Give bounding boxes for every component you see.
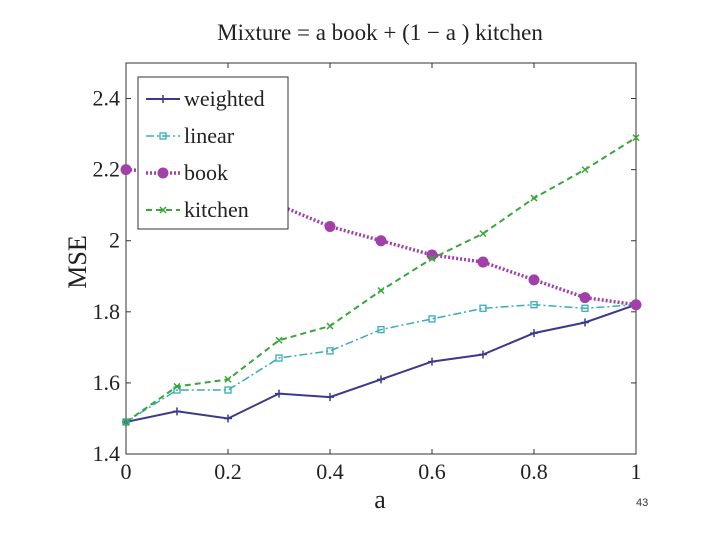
data-point-weighted [428, 357, 436, 366]
data-point-book [579, 292, 591, 304]
page-number: 43 [636, 497, 649, 509]
data-point-kitchen [173, 382, 181, 390]
x-tick-label: 0 [121, 459, 132, 484]
data-point-book [120, 164, 132, 176]
data-point-weighted [173, 407, 181, 416]
data-point-kitchen [275, 336, 283, 344]
data-point-linear [275, 354, 283, 362]
data-point-kitchen [530, 194, 538, 202]
data-point-weighted [275, 389, 283, 398]
chart-title: Mixture = a book + (1 − a ) kitchen [217, 20, 543, 45]
y-tick-label: 1.6 [93, 370, 121, 395]
plot-area [125, 62, 637, 455]
x-tick-label: 1 [631, 459, 642, 484]
data-point-linear [326, 347, 334, 355]
legend-marker-weighted [159, 95, 167, 103]
data-point-weighted [377, 375, 385, 384]
y-tick-label: 2 [109, 228, 120, 253]
data-point-weighted [326, 393, 334, 402]
x-axis-label: a [374, 485, 386, 514]
legend-marker-linear [159, 132, 167, 140]
series-line-linear [125, 303, 637, 423]
data-point-book [324, 221, 336, 233]
y-tick-label: 2.2 [93, 157, 121, 182]
data-point-linear [581, 304, 589, 312]
series-line-weighted [125, 303, 637, 423]
data-point-book [528, 274, 540, 286]
data-point-book [630, 299, 642, 311]
legend: weighted linear book kitchen [137, 76, 289, 230]
data-point-book [477, 256, 489, 268]
legend-label-book: book [184, 160, 228, 185]
x-tick-label: 0.4 [316, 459, 344, 484]
data-point-weighted [581, 318, 589, 327]
data-point-linear [479, 304, 487, 312]
x-tick-label: 0.2 [214, 459, 242, 484]
data-point-weighted [224, 414, 232, 423]
data-point-kitchen [326, 322, 334, 330]
y-tick-label: 1.4 [93, 441, 121, 466]
data-point-kitchen [377, 286, 385, 295]
legend-label-kitchen: kitchen [184, 197, 249, 222]
data-point-linear [224, 386, 232, 394]
x-tick-label: 0.8 [520, 459, 548, 484]
legend-marker-book [157, 167, 169, 179]
y-tick-label: 2.4 [93, 86, 121, 111]
data-point-weighted [530, 329, 538, 338]
y-axis-label: MSE [63, 235, 92, 288]
data-point-kitchen [122, 418, 130, 426]
data-point-book [375, 235, 387, 247]
data-point-kitchen [581, 166, 589, 174]
data-point-linear [530, 301, 538, 309]
data-point-kitchen [428, 254, 436, 263]
data-point-kitchen [632, 134, 640, 142]
data-point-linear [122, 418, 130, 426]
legend-marker-kitchen [159, 206, 167, 214]
data-point-weighted [479, 350, 487, 359]
data-point-linear [428, 315, 436, 323]
data-point-kitchen [224, 375, 232, 383]
y-tick-label: 1.8 [93, 299, 121, 324]
legend-label-linear: linear [184, 123, 235, 148]
x-tick-label: 0.6 [418, 459, 446, 484]
data-point-linear [377, 325, 385, 334]
legend-label-weighted: weighted [184, 86, 265, 111]
data-point-kitchen [479, 230, 487, 238]
